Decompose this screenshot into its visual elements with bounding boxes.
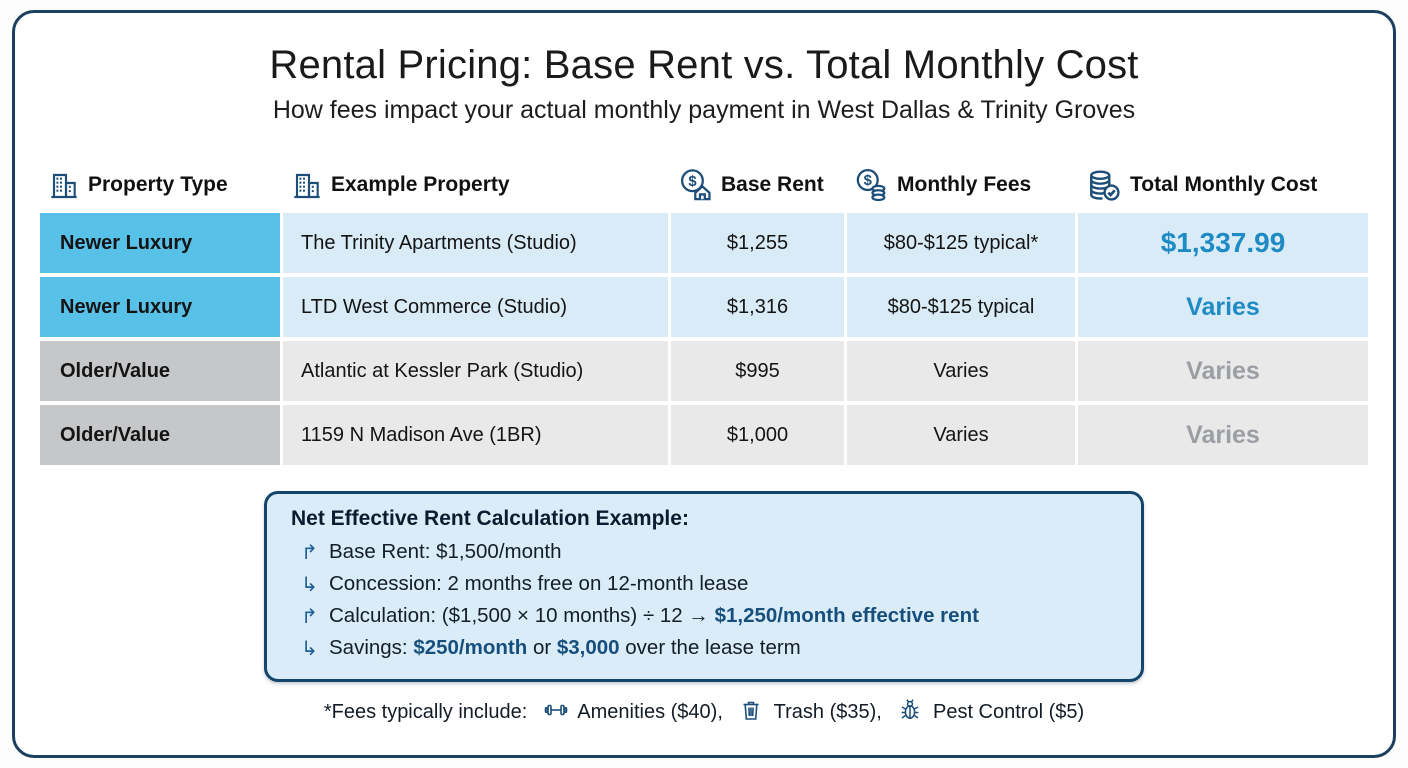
callout-line-base-rent: ↱ Base Rent: $1,500/month <box>291 536 1117 568</box>
property-type-cell: Newer Luxury <box>40 277 280 337</box>
monthly-fees-cell: $80-$125 typical <box>847 277 1075 337</box>
buildings-icon <box>291 169 323 201</box>
fees-footnote: *Fees typically include: Amenities ($40)… <box>15 698 1393 724</box>
bug-icon <box>898 698 922 722</box>
callout-text: or <box>527 636 557 659</box>
column-header-label: Total Monthly Cost <box>1130 173 1318 196</box>
total-monthly-cost-cell: Varies <box>1078 405 1368 465</box>
base-rent-cell: $1,316 <box>671 277 844 337</box>
property-type-cell: Newer Luxury <box>40 213 280 273</box>
column-header-label: Monthly Fees <box>897 173 1032 196</box>
callout-line-savings: ↳ Savings: $250/month or $3,000 over the… <box>291 632 1117 664</box>
corner-arrow-icon: ↱ <box>301 540 318 564</box>
column-header-label: Base Rent <box>721 173 824 196</box>
infographic-frame: Rental Pricing: Base Rent vs. Total Mont… <box>12 10 1396 758</box>
footnote-item-trash: Trash ($35), <box>773 701 882 723</box>
page-subtitle: How fees impact your actual monthly paym… <box>272 96 1136 124</box>
table-row: Older/Value 1159 N Madison Ave (1BR) $1,… <box>40 405 1368 465</box>
monthly-fees-cell: Varies <box>847 405 1075 465</box>
column-header-example-property: Example Property <box>283 169 668 201</box>
column-header-total-monthly-cost: Total Monthly Cost <box>1078 167 1368 203</box>
footnote-prefix: *Fees typically include: <box>323 701 528 723</box>
corner-arrow-icon: ↳ <box>301 636 318 660</box>
callout-highlight: $250/month <box>413 636 528 659</box>
property-type-cell: Older/Value <box>40 341 280 401</box>
total-monthly-cost-cell: $1,337.99 <box>1078 213 1368 273</box>
callout-text: over the lease term <box>619 636 801 659</box>
column-header-property-type: Property Type <box>40 169 280 201</box>
example-property-cell: LTD West Commerce (Studio) <box>283 277 668 337</box>
column-header-label: Example Property <box>331 173 510 196</box>
callout-highlight: $1,250/month effective rent <box>714 604 979 627</box>
svg-text:$: $ <box>688 174 697 190</box>
total-monthly-cost-cell: Varies <box>1078 277 1368 337</box>
corner-arrow-icon: ↱ <box>301 604 318 628</box>
callout-title: Net Effective Rent Calculation Example: <box>291 507 689 530</box>
corner-arrow-icon: ↳ <box>301 572 318 596</box>
callout-text: Savings: <box>329 636 414 659</box>
example-property-cell: Atlantic at Kessler Park (Studio) <box>283 341 668 401</box>
column-header-base-rent: $ Base Rent <box>671 168 844 202</box>
column-header-label: Property Type <box>88 173 228 196</box>
total-monthly-cost-cell: Varies <box>1078 341 1368 401</box>
net-effective-rent-callout: Net Effective Rent Calculation Example: … <box>264 491 1144 682</box>
callout-line-calculation: ↱ Calculation: ($1,500 × 10 months) ÷ 12… <box>291 600 1117 632</box>
example-property-cell: 1159 N Madison Ave (1BR) <box>283 405 668 465</box>
page-title: Rental Pricing: Base Rent vs. Total Mont… <box>269 43 1139 87</box>
column-header-monthly-fees: $ Monthly Fees <box>847 168 1075 202</box>
svg-text:$: $ <box>864 173 873 189</box>
monthly-fees-cell: Varies <box>847 341 1075 401</box>
callout-text: Base Rent: $1,500/month <box>329 540 562 563</box>
property-type-cell: Older/Value <box>40 405 280 465</box>
callout-text: Concession: 2 months free on 12-month le… <box>329 572 749 595</box>
footnote-item-pest-control: Pest Control ($5) <box>932 701 1085 723</box>
callout-line-concession: ↳ Concession: 2 months free on 12-month … <box>291 568 1117 600</box>
monthly-fees-cell: $80-$125 typical* <box>847 213 1075 273</box>
base-rent-cell: $1,000 <box>671 405 844 465</box>
table-row: Newer Luxury The Trinity Apartments (Stu… <box>40 213 1368 273</box>
base-rent-cell: $1,255 <box>671 213 844 273</box>
buildings-icon <box>48 169 80 201</box>
callout-highlight: $3,000 <box>556 636 620 659</box>
dollar-house-icon: $ <box>679 168 713 202</box>
example-property-cell: The Trinity Apartments (Studio) <box>283 213 668 273</box>
callout-text: Calculation: ($1,500 × 10 months) ÷ 12 → <box>329 604 715 627</box>
table-header-row: Property Type Example Pr <box>40 157 1368 213</box>
footnote-item-amenities: Amenities ($40), <box>577 701 723 723</box>
base-rent-cell: $995 <box>671 341 844 401</box>
pricing-table: Property Type Example Pr <box>40 157 1368 465</box>
table-row: Older/Value Atlantic at Kessler Park (St… <box>40 341 1368 401</box>
dollar-coins-icon: $ <box>855 168 889 202</box>
dumbbell-icon <box>544 698 568 722</box>
table-row: Newer Luxury LTD West Commerce (Studio) … <box>40 277 1368 337</box>
trash-icon <box>739 698 763 722</box>
coin-stack-check-icon <box>1086 167 1122 203</box>
